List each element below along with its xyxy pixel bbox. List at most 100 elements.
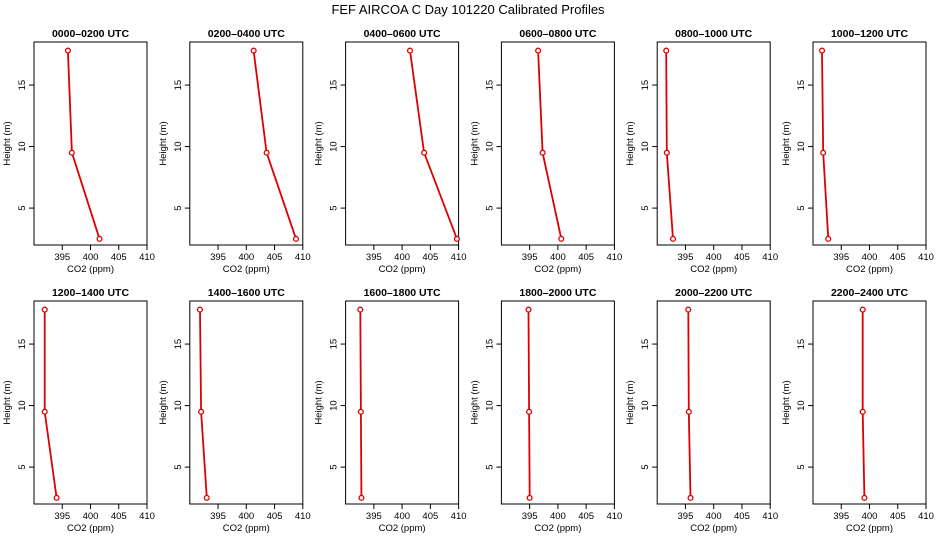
panel-title: 1400–1600 UTC: [208, 287, 285, 299]
panel-frame: [500, 300, 615, 505]
profile-point: [196, 306, 204, 313]
profile-panel: 1400–1600 UTC 395 400 405 410 CO2 (ppm) 5 10 15 H…: [158, 287, 311, 534]
x-tick-label: 400: [862, 252, 878, 263]
y-tick-label: 15: [173, 80, 184, 91]
profile-point: [539, 149, 546, 156]
y-tick-label: 10: [796, 400, 807, 411]
panel-frame: [189, 41, 304, 246]
panel-title: 0600–0800 UTC: [519, 28, 596, 40]
x-tick-label: 400: [238, 252, 254, 263]
y-axis-label: Height (m): [2, 380, 13, 424]
y-tick-label: 10: [640, 400, 651, 411]
x-tick-label: 410: [762, 511, 778, 522]
x-tick-label: 395: [366, 252, 382, 263]
panel-title: 1000–1200 UTC: [831, 28, 908, 40]
profile-panel: 1600–1800 UTC 395 400 405 410 CO2 (ppm) 5 10 15 H…: [314, 287, 467, 534]
profile-point: [203, 494, 210, 501]
x-axis-label: CO2 (ppm): [223, 523, 270, 534]
profile-point: [357, 408, 364, 415]
profile-line: [861, 309, 866, 498]
y-tick-label: 10: [17, 141, 28, 152]
x-axis-label: CO2 (ppm): [846, 264, 893, 275]
x-tick-label: 405: [890, 252, 906, 263]
y-tick-label: 10: [173, 400, 184, 411]
x-tick-label: 400: [83, 252, 99, 263]
y-axis-label: Height (m): [314, 121, 325, 165]
profile-line: [67, 50, 101, 240]
y-tick-label: 10: [329, 400, 340, 411]
profile-point: [41, 408, 48, 415]
profile-point: [685, 306, 692, 313]
y-tick-label: 5: [640, 205, 651, 210]
y-tick-label: 15: [796, 80, 807, 91]
x-tick-label: 405: [578, 511, 594, 522]
y-tick-label: 5: [484, 205, 495, 210]
x-tick-label: 405: [578, 252, 594, 263]
panel-title: 0000–0200 UTC: [52, 28, 129, 40]
x-axis-label: CO2 (ppm): [690, 264, 737, 275]
x-tick-label: 395: [366, 511, 382, 522]
panel-frame: [189, 300, 304, 505]
profile-point: [558, 235, 565, 242]
y-tick-label: 10: [329, 141, 340, 152]
panel-title: 1800–2000 UTC: [519, 287, 596, 299]
x-tick-label: 400: [238, 511, 254, 522]
panel-title: 2000–2200 UTC: [675, 287, 752, 299]
x-tick-label: 405: [734, 252, 750, 263]
x-tick-label: 400: [394, 252, 410, 263]
profile-point: [358, 494, 365, 501]
x-tick-label: 410: [606, 252, 622, 263]
y-tick-label: 10: [484, 400, 495, 411]
x-tick-label: 400: [706, 252, 722, 263]
x-axis-label: CO2 (ppm): [67, 523, 114, 534]
profile-point: [859, 408, 866, 415]
profile-point: [669, 235, 677, 242]
y-tick-label: 15: [640, 80, 651, 91]
panel-title: 0200–0400 UTC: [208, 28, 285, 40]
x-tick-label: 410: [295, 252, 311, 263]
y-axis-label: Height (m): [625, 380, 636, 424]
y-axis-label: Height (m): [2, 121, 13, 165]
profile-line: [687, 309, 692, 498]
x-tick-label: 405: [890, 511, 906, 522]
y-tick-label: 5: [796, 205, 807, 210]
profile-point: [421, 149, 428, 156]
profile-point: [663, 47, 670, 54]
y-tick-label: 15: [17, 339, 28, 350]
profile-point: [406, 47, 414, 54]
profile-panel: 0800–1000 UTC 395 400 405 410 CO2 (ppm) 5 10 15 H…: [625, 28, 778, 275]
y-tick-label: 5: [796, 464, 807, 469]
profile-point: [68, 149, 75, 156]
profile-point: [526, 408, 533, 415]
x-tick-label: 395: [833, 511, 849, 522]
profile-point: [453, 235, 460, 242]
x-tick-label: 405: [422, 252, 438, 263]
x-tick-label: 395: [210, 511, 226, 522]
x-tick-label: 400: [83, 511, 99, 522]
x-tick-label: 400: [706, 511, 722, 522]
x-tick-label: 405: [267, 252, 283, 263]
y-axis-label: Height (m): [781, 380, 792, 424]
profile-point: [292, 235, 300, 242]
profile-point: [825, 235, 832, 242]
profile-point: [53, 494, 60, 501]
x-tick-label: 405: [734, 511, 750, 522]
x-tick-label: 395: [54, 511, 70, 522]
panel-title: 0800–1000 UTC: [675, 28, 752, 40]
y-tick-label: 10: [484, 141, 495, 152]
x-tick-label: 410: [918, 252, 934, 263]
panels-group: 0000–0200 UTC 395 400 405 410 CO2 (ppm) 5 10 15 H…: [2, 28, 934, 534]
panel-frame: [812, 41, 927, 246]
profile-line: [665, 50, 674, 239]
x-axis-label: CO2 (ppm): [534, 264, 581, 275]
x-tick-label: 395: [210, 252, 226, 263]
y-tick-label: 5: [640, 464, 651, 469]
profile-point: [687, 494, 694, 501]
profile-line: [409, 50, 458, 240]
profile-panel: 1000–1200 UTC 395 400 405 410 CO2 (ppm) 5 10 15 H…: [781, 28, 934, 275]
x-axis-label: CO2 (ppm): [846, 523, 893, 534]
y-tick-label: 15: [640, 339, 651, 350]
x-tick-label: 400: [550, 511, 566, 522]
y-tick-label: 5: [17, 464, 28, 469]
